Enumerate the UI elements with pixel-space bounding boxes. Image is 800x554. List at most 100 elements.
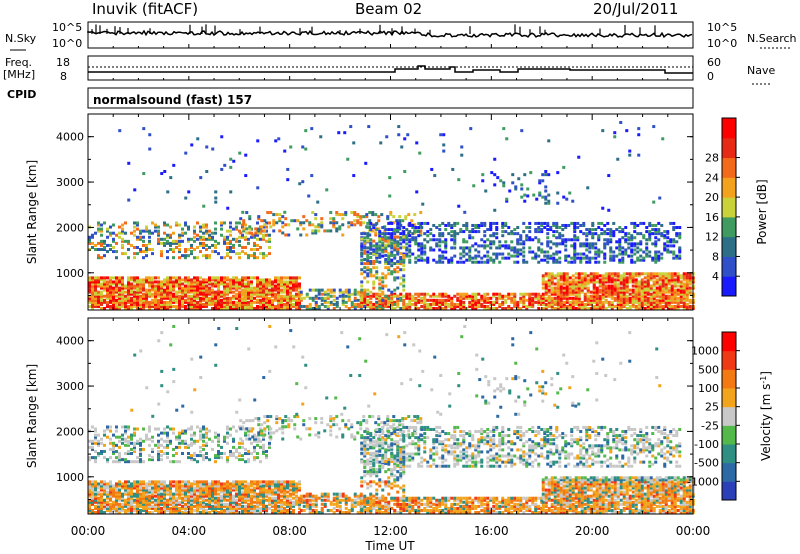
range-cell bbox=[603, 252, 607, 256]
range-cell bbox=[250, 480, 253, 484]
range-cell bbox=[657, 228, 661, 232]
range-cell bbox=[332, 290, 336, 294]
range-cell bbox=[374, 213, 378, 217]
range-cell bbox=[468, 258, 472, 262]
range-cell bbox=[347, 307, 351, 310]
range-cell bbox=[498, 302, 502, 306]
range-cell bbox=[619, 298, 623, 302]
range-cell bbox=[202, 484, 205, 488]
range-cell bbox=[124, 500, 127, 504]
range-cell bbox=[172, 506, 175, 510]
range-cell bbox=[688, 282, 692, 286]
range-cell bbox=[414, 230, 418, 234]
range-cell bbox=[268, 292, 271, 296]
range-cell bbox=[172, 276, 175, 280]
range-cell bbox=[211, 500, 214, 504]
range-cell bbox=[507, 304, 511, 308]
colorbar-swatch bbox=[722, 236, 736, 257]
range-cell bbox=[109, 243, 112, 247]
range-cell bbox=[244, 278, 247, 282]
range-cell bbox=[384, 302, 388, 306]
range-cell bbox=[103, 484, 106, 488]
range-cell bbox=[565, 288, 569, 292]
range-cell bbox=[619, 286, 623, 290]
range-cell bbox=[441, 260, 445, 264]
range-cell bbox=[432, 234, 436, 238]
range-cell bbox=[522, 221, 526, 225]
range-cell bbox=[636, 242, 640, 246]
range-cell bbox=[586, 286, 590, 290]
range-cell bbox=[88, 500, 91, 504]
range-cell bbox=[628, 307, 632, 310]
range-cell bbox=[372, 302, 376, 306]
range-cell bbox=[547, 288, 551, 292]
range-cell bbox=[88, 286, 91, 290]
range-cell bbox=[547, 276, 551, 280]
range-cell bbox=[100, 502, 103, 506]
range-cell bbox=[256, 292, 259, 296]
range-cell bbox=[214, 294, 217, 298]
range-cell bbox=[495, 254, 499, 258]
range-cell bbox=[332, 223, 336, 227]
range-cell bbox=[289, 307, 292, 310]
range-cell bbox=[94, 243, 97, 247]
range-cell bbox=[133, 480, 136, 484]
range-cell bbox=[187, 484, 190, 488]
range-cell bbox=[640, 298, 644, 302]
range-cell bbox=[556, 307, 560, 310]
range-cell bbox=[238, 490, 241, 494]
range-cell bbox=[106, 243, 109, 247]
range-cell bbox=[685, 294, 689, 298]
range-cell bbox=[510, 240, 514, 244]
range-cell bbox=[411, 294, 415, 298]
range-cell bbox=[166, 492, 169, 496]
range-cell bbox=[492, 221, 496, 225]
range-cell bbox=[371, 211, 375, 215]
range-cell bbox=[381, 302, 385, 306]
range-cell bbox=[172, 496, 175, 500]
range-cell bbox=[142, 292, 145, 296]
range-cell bbox=[250, 296, 253, 300]
range-cell bbox=[640, 296, 644, 300]
range-cell bbox=[283, 210, 287, 214]
colorbar-swatch bbox=[722, 118, 736, 139]
range-cell bbox=[157, 286, 160, 290]
range-cell bbox=[387, 254, 391, 258]
range-cell bbox=[606, 221, 610, 225]
range-cell bbox=[235, 296, 238, 300]
range-cell bbox=[423, 232, 427, 236]
range-cell bbox=[190, 484, 193, 488]
range-cell bbox=[208, 292, 211, 296]
range-cell bbox=[586, 288, 590, 292]
range-cell bbox=[568, 276, 572, 280]
range-cell bbox=[402, 253, 406, 257]
range-cell bbox=[616, 284, 620, 288]
range-cell bbox=[363, 251, 367, 255]
range-cell bbox=[317, 304, 321, 308]
range-cell bbox=[540, 250, 544, 254]
range-cell bbox=[106, 492, 109, 496]
range-cell bbox=[277, 137, 281, 141]
range-cell bbox=[396, 244, 400, 248]
range-cell bbox=[613, 290, 617, 294]
range-cell bbox=[157, 511, 160, 514]
range-cell bbox=[169, 480, 172, 484]
range-cell bbox=[103, 506, 106, 510]
range-cell bbox=[199, 229, 202, 233]
range-cell bbox=[640, 286, 644, 290]
range-cell bbox=[426, 260, 430, 264]
range-cell bbox=[136, 496, 139, 500]
range-cell bbox=[559, 292, 563, 296]
range-cell bbox=[528, 292, 532, 296]
range-cell bbox=[441, 240, 445, 244]
range-cell bbox=[679, 296, 683, 300]
range-cell bbox=[634, 278, 638, 282]
range-cell bbox=[151, 511, 154, 514]
range-cell bbox=[163, 480, 166, 484]
freq-tick-bottom: 8 bbox=[60, 70, 67, 83]
range-cell bbox=[622, 280, 626, 284]
range-cell bbox=[148, 482, 151, 486]
range-cell bbox=[654, 230, 658, 234]
range-cell bbox=[580, 280, 584, 284]
range-cell bbox=[528, 250, 532, 254]
